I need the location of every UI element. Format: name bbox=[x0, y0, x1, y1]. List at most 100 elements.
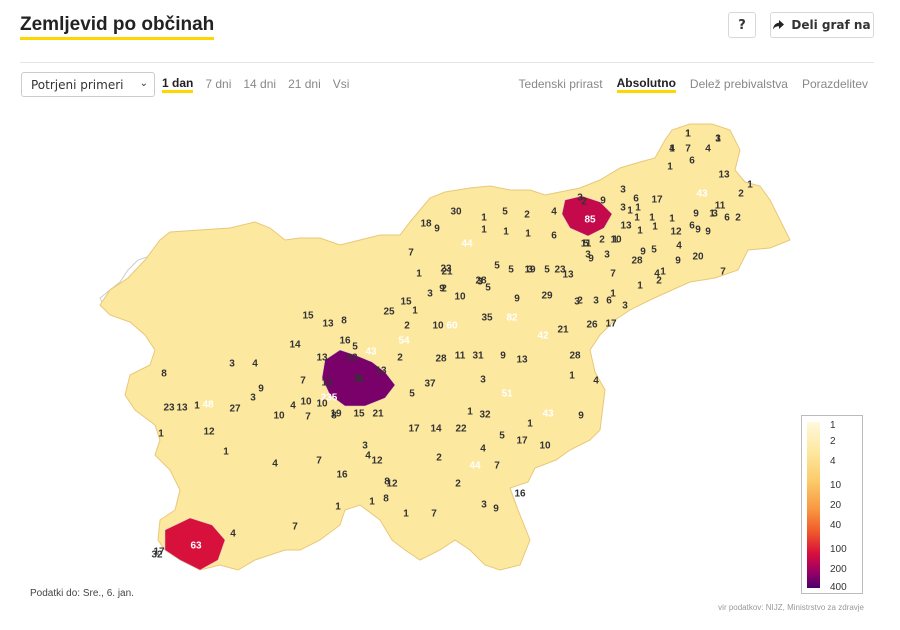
municipality-value-label: 1 bbox=[527, 419, 533, 430]
municipality-value-label: 4 bbox=[705, 144, 711, 155]
municipality-value-label: 1 bbox=[634, 213, 640, 224]
municipality-value-label: 9 bbox=[640, 247, 646, 258]
share-button[interactable]: Deli graf na bbox=[770, 12, 874, 38]
municipality-value-label: 32 bbox=[151, 550, 163, 561]
municipality-value-label: 9 bbox=[500, 351, 506, 362]
municipality-value-label: 5 bbox=[494, 261, 500, 272]
municipality-value-label: 3 bbox=[250, 393, 256, 404]
municipality-value-label: 8 bbox=[383, 494, 389, 505]
municipality-value-label: 28 bbox=[631, 256, 643, 267]
municipality-value-label: 6 bbox=[551, 231, 557, 242]
municipality-value-label: 37 bbox=[424, 379, 436, 390]
municipality-value-label: 42 bbox=[537, 331, 549, 342]
municipality-value-label: 1 bbox=[369, 497, 375, 508]
municipality-value-label: 1 bbox=[627, 206, 633, 217]
municipality-value-label: 3 bbox=[362, 441, 368, 452]
municipality-value-label: 1 bbox=[660, 267, 666, 278]
municipality-value-label: 3 bbox=[527, 265, 533, 276]
municipality-value-label: 2 bbox=[738, 189, 744, 200]
municipality-value-label: 5 bbox=[651, 245, 657, 256]
municipality-value-label: 4 bbox=[669, 144, 675, 155]
municipality-value-label: 3 bbox=[715, 134, 721, 145]
legend-label: 20 bbox=[830, 500, 842, 511]
municipality-value-label: 6 bbox=[689, 156, 695, 167]
municipality-value-label: 14 bbox=[289, 340, 301, 351]
municipality-value-label: 1 bbox=[194, 401, 200, 412]
tab-view-2[interactable]: Delež prebivalstva bbox=[689, 77, 788, 91]
municipality-value-label: 5 bbox=[502, 207, 508, 218]
municipality-value-label: 4 bbox=[230, 529, 236, 540]
municipality-value-label: 1 bbox=[612, 235, 618, 246]
tab-time-3[interactable]: 21 dni bbox=[288, 77, 321, 91]
tab-time-0[interactable]: 1 dan bbox=[162, 77, 194, 93]
tab-view-0[interactable]: Tedenski prirast bbox=[518, 77, 603, 91]
municipality-value-label: 21 bbox=[372, 409, 384, 420]
municipality-value-label: 5 bbox=[499, 431, 505, 442]
municipality-value-label: 1 bbox=[635, 203, 641, 214]
municipality-value-label: 3 bbox=[577, 193, 583, 204]
municipality-value-label: 13 bbox=[176, 403, 188, 414]
municipality-value-label: 1 bbox=[669, 144, 675, 155]
tab-time-4[interactable]: Vsi bbox=[332, 77, 350, 91]
municipality-value-label: 19 bbox=[330, 409, 342, 420]
municipality-value-label: 3 bbox=[477, 277, 483, 288]
municipality-value-label: 11 bbox=[354, 374, 365, 385]
municipality-value-label: 5 bbox=[508, 265, 514, 276]
measure-select[interactable]: Potrjeni primeri ⌄ bbox=[21, 72, 155, 97]
slovenia-outline bbox=[99, 123, 791, 571]
legend-label: 200 bbox=[830, 564, 847, 575]
municipality-value-label: 11 bbox=[455, 351, 466, 362]
municipality-value-label: 1 bbox=[481, 225, 487, 236]
municipality-value-label: 12 bbox=[386, 479, 398, 490]
municipality-value-label: 1 bbox=[525, 229, 531, 240]
municipality-value-label: 3 bbox=[622, 301, 628, 312]
municipality-value-label: 21 bbox=[441, 267, 453, 278]
page-title: Zemljevid po občinah bbox=[20, 14, 215, 40]
municipality-value-label: 9 bbox=[258, 384, 264, 395]
municipality-value-label: 2 bbox=[599, 235, 605, 246]
municipality-value-label: 48 bbox=[202, 400, 214, 411]
municipality-value-label: 18 bbox=[420, 219, 432, 230]
legend-gradient bbox=[807, 422, 820, 588]
municipality-value-label: 7 bbox=[610, 269, 616, 280]
tab-view-3[interactable]: Porazdelitev bbox=[801, 77, 868, 91]
header-divider bbox=[20, 62, 874, 63]
municipality-value-label: 10 bbox=[432, 321, 444, 332]
municipality-value-label: 1 bbox=[715, 134, 721, 145]
municipality-value-label: 8 bbox=[161, 369, 167, 380]
municipality-value-label: 4 bbox=[654, 269, 660, 280]
municipality-value-label: 11 bbox=[581, 239, 592, 250]
help-button[interactable]: ? bbox=[728, 12, 756, 38]
municipality-value-label: 28 bbox=[435, 354, 447, 365]
tab-view-1[interactable]: Absolutno bbox=[616, 77, 676, 93]
municipality-value-label: 4 bbox=[676, 241, 682, 252]
municipality-value-label: 29 bbox=[541, 291, 553, 302]
municipality-value-label: 3 bbox=[604, 250, 610, 261]
municipality-value-label: 9 bbox=[434, 224, 440, 235]
municipality-value-label: 13 bbox=[718, 170, 730, 181]
municipality-value-label: 2 bbox=[404, 321, 410, 332]
municipality-value-label: 13 bbox=[321, 378, 333, 389]
chevron-down-icon: ⌄ bbox=[139, 78, 148, 89]
municipality-value-label: 1 bbox=[667, 162, 673, 173]
tab-time-2[interactable]: 14 dni bbox=[243, 77, 277, 91]
municipality-value-label: 3 bbox=[481, 500, 487, 511]
municipality-value-label: 60 bbox=[446, 321, 458, 332]
municipality-value-label: 4 bbox=[551, 207, 557, 218]
legend-label: 100 bbox=[830, 544, 847, 555]
municipality-value-label: 10 bbox=[454, 292, 466, 303]
municipality-value-label: 26 bbox=[586, 320, 598, 331]
municipality-value-label: 2 bbox=[441, 284, 447, 295]
municipality-value-label: 9 bbox=[705, 227, 711, 238]
municipality-value-label: 54 bbox=[398, 336, 410, 347]
municipality-value-label: 7 bbox=[685, 144, 691, 155]
municipality-value-label: 7 bbox=[305, 412, 311, 423]
municipality-value-label: 2 bbox=[656, 276, 662, 287]
municipality-value-label: 23 bbox=[346, 353, 358, 364]
municipality-value-label: 2 bbox=[524, 210, 530, 221]
municipality-value-label: 8 bbox=[331, 411, 337, 422]
view-tabs: Tedenski prirast Absolutno Delež prebivals… bbox=[519, 77, 868, 93]
municipality-value-label: 14 bbox=[430, 424, 442, 435]
tab-time-1[interactable]: 7 dni bbox=[205, 77, 232, 91]
municipality-value-label: 12 bbox=[203, 427, 215, 438]
